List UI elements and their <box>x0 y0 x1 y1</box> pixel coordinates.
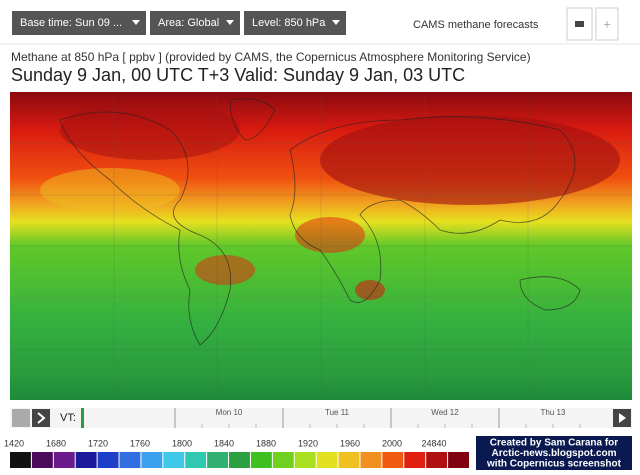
color-swatch <box>185 452 207 468</box>
dropdown-label: Base time: Sun 09 ... <box>20 17 122 29</box>
legend-label: 1880 <box>256 438 276 448</box>
legend-label: 1420 <box>4 438 24 448</box>
color-swatch <box>10 452 31 468</box>
color-swatch <box>75 452 97 468</box>
day-label: Wed 12 <box>431 408 459 417</box>
legend-label: 1840 <box>214 438 234 448</box>
color-swatch <box>31 452 53 468</box>
base-time-dropdown[interactable]: Base time: Sun 09 ... <box>12 11 146 35</box>
color-swatch <box>338 452 360 468</box>
color-swatch <box>250 452 272 468</box>
day-label: Thu 13 <box>541 408 566 417</box>
legend-label: 1920 <box>298 438 318 448</box>
legend-label: 2000 <box>382 438 402 448</box>
color-swatch <box>382 452 404 468</box>
legend-label: 1960 <box>340 438 360 448</box>
color-swatch <box>163 452 185 468</box>
credit-line: Arctic-news.blogspot.com <box>491 448 616 459</box>
credit-line: Created by Sam Carana for <box>490 438 618 449</box>
add-button[interactable]: + <box>595 7 619 41</box>
color-swatch <box>404 452 426 468</box>
color-swatch <box>53 452 75 468</box>
timeline-label: VT: <box>60 412 76 424</box>
credit-line: with Copernicus screenshot <box>486 459 622 470</box>
step-forward-button[interactable] <box>32 409 50 427</box>
time-marker[interactable] <box>81 408 84 428</box>
color-swatch <box>426 452 448 468</box>
color-swatch <box>119 452 141 468</box>
add-label: + <box>603 16 611 31</box>
color-swatch <box>141 452 163 468</box>
print-button[interactable] <box>566 7 593 41</box>
timeline <box>10 408 632 428</box>
legend-label: 1680 <box>46 438 66 448</box>
product-name: CAMS methane forecasts <box>413 19 539 31</box>
color-swatch <box>229 452 250 468</box>
color-swatch <box>272 452 294 468</box>
title: Sunday 9 Jan, 00 UTC T+3 Valid: Sunday 9… <box>11 65 465 85</box>
color-swatch <box>360 452 382 468</box>
step-back-button[interactable] <box>12 409 30 427</box>
day-label: Tue 11 <box>325 408 350 417</box>
dropdown-label: Area: Global <box>158 17 219 29</box>
color-swatch <box>448 452 469 468</box>
subtitle: Methane at 850 hPa [ ppbv ] (provided by… <box>11 50 531 64</box>
color-swatch <box>207 452 229 468</box>
legend-label: 1800 <box>172 438 192 448</box>
day-label: Mon 10 <box>216 408 243 417</box>
legend-label: 1720 <box>88 438 108 448</box>
color-swatch <box>316 452 338 468</box>
level-dropdown[interactable]: Level: 850 hPa <box>244 11 346 35</box>
legend-label: 1760 <box>130 438 150 448</box>
dropdown-label: Level: 850 hPa <box>252 17 326 29</box>
area-dropdown[interactable]: Area: Global <box>150 11 240 35</box>
methane-map <box>10 92 632 400</box>
color-swatch <box>294 452 316 468</box>
legend-label: 24840 <box>421 438 446 448</box>
color-swatch <box>97 452 119 468</box>
credit-box <box>476 436 632 470</box>
